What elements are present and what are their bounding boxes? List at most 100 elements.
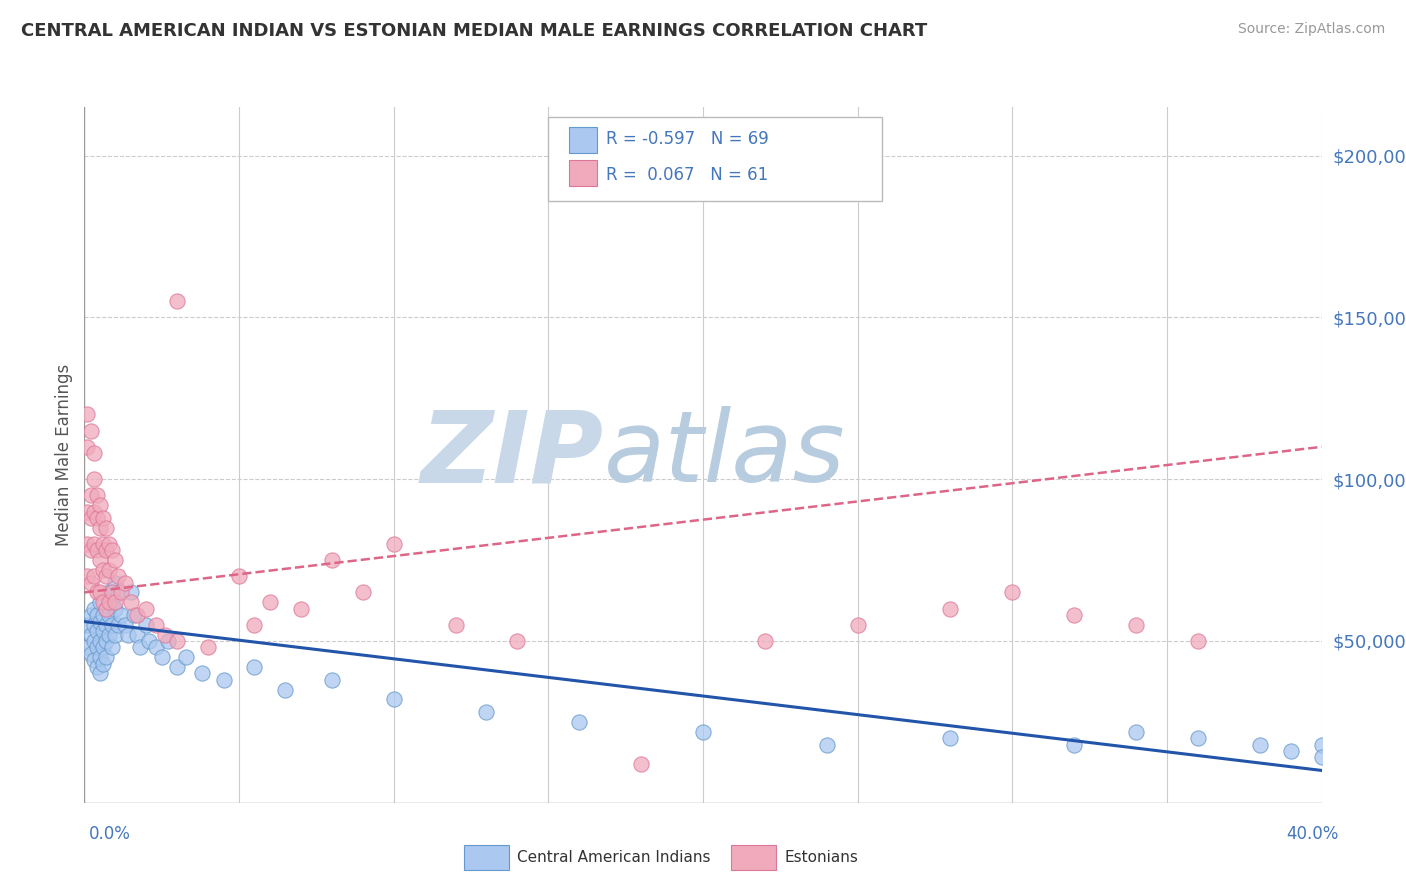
Point xyxy=(101,640,124,655)
Point xyxy=(114,617,136,632)
Point xyxy=(197,640,219,655)
Point xyxy=(79,424,101,438)
Point xyxy=(145,617,167,632)
Point xyxy=(153,627,176,641)
Point xyxy=(86,543,108,558)
Point xyxy=(110,585,132,599)
Point xyxy=(475,705,498,719)
Point xyxy=(89,521,111,535)
Point xyxy=(94,569,117,583)
Point xyxy=(114,575,136,590)
Point xyxy=(1063,738,1085,752)
Point xyxy=(94,601,117,615)
Point xyxy=(104,575,127,590)
Point xyxy=(86,640,108,655)
Point xyxy=(98,627,121,641)
Point xyxy=(101,595,124,609)
Point xyxy=(79,575,101,590)
Point xyxy=(166,634,188,648)
Point xyxy=(104,601,127,615)
Point xyxy=(107,585,129,599)
Point xyxy=(76,408,98,422)
Point xyxy=(83,601,105,615)
Point xyxy=(1279,744,1302,758)
Point xyxy=(145,640,167,655)
Point xyxy=(939,601,962,615)
Point xyxy=(117,627,139,641)
Point xyxy=(104,595,127,609)
Point xyxy=(83,504,105,518)
Point xyxy=(89,585,111,599)
Point xyxy=(86,608,108,623)
Point xyxy=(1310,738,1333,752)
Point xyxy=(228,569,250,583)
Point xyxy=(120,585,142,599)
Point xyxy=(166,294,188,309)
Point xyxy=(94,543,117,558)
Point xyxy=(101,617,124,632)
Point xyxy=(1187,634,1209,648)
Point xyxy=(83,472,105,486)
Point xyxy=(815,738,838,752)
Point xyxy=(91,595,114,609)
Point xyxy=(91,608,114,623)
Point xyxy=(1249,738,1271,752)
Point xyxy=(1187,731,1209,745)
Point xyxy=(98,563,121,577)
Point xyxy=(110,608,132,623)
Point xyxy=(1125,724,1147,739)
Point xyxy=(94,601,117,615)
Point xyxy=(76,504,98,518)
Point xyxy=(89,634,111,648)
Point xyxy=(382,537,405,551)
Point xyxy=(243,660,266,674)
Point xyxy=(76,440,98,454)
Point xyxy=(98,595,121,609)
Point xyxy=(83,653,105,667)
Point xyxy=(212,673,235,687)
Point xyxy=(86,624,108,639)
FancyBboxPatch shape xyxy=(569,127,596,153)
Point xyxy=(101,543,124,558)
Point xyxy=(156,634,179,648)
Point xyxy=(1001,585,1024,599)
Point xyxy=(86,660,108,674)
Point xyxy=(1310,750,1333,764)
Point xyxy=(83,446,105,460)
Point xyxy=(94,617,117,632)
Point xyxy=(135,617,157,632)
Point xyxy=(94,521,117,535)
Text: Source: ZipAtlas.com: Source: ZipAtlas.com xyxy=(1237,22,1385,37)
Point xyxy=(321,673,343,687)
Point xyxy=(382,692,405,706)
FancyBboxPatch shape xyxy=(548,118,883,201)
Point xyxy=(506,634,529,648)
Point xyxy=(89,498,111,512)
Point xyxy=(129,640,152,655)
Point xyxy=(89,650,111,665)
Point xyxy=(79,488,101,502)
Point xyxy=(76,640,98,655)
Point xyxy=(243,617,266,632)
Text: 40.0%: 40.0% xyxy=(1286,825,1339,843)
Point xyxy=(150,650,173,665)
Point xyxy=(274,682,297,697)
Point xyxy=(89,595,111,609)
Point xyxy=(107,569,129,583)
Point xyxy=(98,608,121,623)
Point xyxy=(83,537,105,551)
Point xyxy=(91,640,114,655)
Point xyxy=(122,608,145,623)
Point xyxy=(352,585,374,599)
FancyBboxPatch shape xyxy=(569,160,596,186)
Point xyxy=(94,634,117,648)
Text: R = -0.597   N = 69: R = -0.597 N = 69 xyxy=(606,130,769,148)
Point xyxy=(191,666,214,681)
Point xyxy=(76,537,98,551)
Point xyxy=(89,615,111,629)
Point xyxy=(79,511,101,525)
Point xyxy=(290,601,312,615)
Text: R =  0.067   N = 61: R = 0.067 N = 61 xyxy=(606,166,769,184)
Point xyxy=(692,724,714,739)
Point xyxy=(79,543,101,558)
